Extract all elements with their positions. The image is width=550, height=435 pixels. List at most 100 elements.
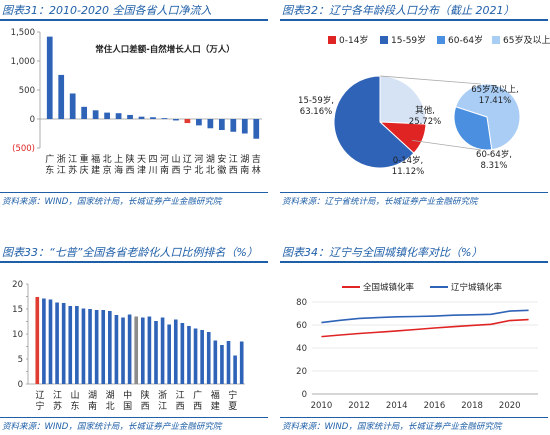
x-tick-label: 夏 xyxy=(228,401,237,412)
chart-title: 图表32：辽宁各年龄段人口分布（截止 2021） xyxy=(282,4,515,17)
x-tick-label: 南 xyxy=(160,164,169,176)
pie-slice-60-64 xyxy=(453,106,493,151)
x-tick-label: 安 xyxy=(217,153,226,165)
bar xyxy=(253,119,260,139)
bar xyxy=(114,315,119,384)
y-tick-label: 60 xyxy=(296,321,307,331)
chart-inner-title: 常住人口差额-自然增长人口（万人） xyxy=(95,44,235,55)
data-label-other: 其他, xyxy=(415,105,435,116)
data-label-60-64: 8.31% xyxy=(480,161,507,171)
bar xyxy=(55,302,59,384)
y-tick-label: 1,000 xyxy=(11,57,35,67)
legend-label: 60-64岁 xyxy=(448,34,483,46)
y-tick-label: 0 xyxy=(30,115,35,125)
x-tick-label: 2020 xyxy=(499,401,521,411)
bar xyxy=(94,310,99,384)
x-tick-label: 湖 xyxy=(88,390,97,401)
x-tick-label: 江 xyxy=(229,154,238,165)
panel-urbanization: 图表34：辽宁与全国城镇化率对比（%） 0 20 40 60 80 2010 2012 201… xyxy=(280,242,550,435)
x-tick-label: 山 xyxy=(71,390,80,401)
bar xyxy=(81,106,88,119)
bar xyxy=(167,324,171,384)
source-rule xyxy=(0,192,268,193)
x-tick-label: 东 xyxy=(45,164,54,176)
bar xyxy=(160,317,165,384)
bar xyxy=(184,119,191,124)
bar xyxy=(127,114,133,119)
bar xyxy=(134,316,139,384)
x-tick-label: 湖 xyxy=(106,390,115,401)
panel-net-inflow: 图表31：2010-2020 全国各省人口净流入 (500) 0 500 1,000 1… xyxy=(0,0,270,210)
bar xyxy=(69,93,76,119)
x-tick-label: 津 xyxy=(137,165,146,176)
y-tick-label: 20 xyxy=(12,280,23,290)
bar xyxy=(196,119,202,126)
data-label-15-59: 63.16% xyxy=(300,107,332,117)
data-label-65-plus: 65岁及以上, xyxy=(471,84,519,95)
x-tick-label: 南 xyxy=(240,164,249,176)
bar xyxy=(88,309,92,384)
bar xyxy=(108,311,112,384)
bar xyxy=(68,306,73,384)
series-line xyxy=(321,309,529,324)
bar xyxy=(104,112,110,119)
x-tick-label: 江 xyxy=(53,390,62,401)
x-tick-label: 广 xyxy=(45,153,54,165)
x-tick-label: 2010 xyxy=(311,401,333,411)
bar xyxy=(150,117,156,119)
legend-label: 15-59岁 xyxy=(391,34,426,46)
bar xyxy=(207,119,214,129)
x-tick-label: 西 xyxy=(176,401,185,412)
x-tick-label: 2018 xyxy=(461,401,483,411)
bar xyxy=(46,36,53,119)
x-tick-label: 上 xyxy=(114,154,123,165)
bar xyxy=(233,355,237,384)
y-tick-label: 15 xyxy=(12,305,23,315)
x-tick-label: 北 xyxy=(103,154,112,165)
x-tick-label: 陕 xyxy=(141,389,150,401)
x-tick-label: 江 xyxy=(57,165,66,176)
data-label-15-59: 15-59岁, xyxy=(298,95,334,106)
source-note: 资料来源：辽宁省统计局，长城证券产业金融研究院 xyxy=(282,197,478,207)
x-tick-label: 陕 xyxy=(126,153,135,165)
x-tick-label: 宁 xyxy=(35,400,44,412)
x-tick-label: 川 xyxy=(148,166,157,176)
title-rule xyxy=(0,19,268,21)
x-tick-label: 南 xyxy=(88,400,97,412)
data-label-0-14: 0-14岁, xyxy=(393,155,424,166)
title-rule xyxy=(0,261,268,263)
connector-line xyxy=(379,75,482,85)
bar xyxy=(180,323,185,384)
chart-title: 图表34：辽宁与全国城镇化率对比（%） xyxy=(282,246,483,259)
legend-swatch xyxy=(328,36,336,44)
y-tick-label: 0 xyxy=(18,380,23,390)
x-tick-label: 建 xyxy=(211,400,220,412)
source-note: 资料来源：WIND，国家统计局，长城证券产业金融研究院 xyxy=(2,422,222,432)
x-tick-label: 天 xyxy=(137,155,146,165)
x-tick-label: 西 xyxy=(141,401,150,412)
x-tick-label: 广 xyxy=(193,389,202,401)
bar xyxy=(193,328,198,384)
x-tick-label: 河 xyxy=(160,153,169,165)
legend-swatch xyxy=(492,36,500,44)
source-note: 资料来源：WIND，国家统计局，长城证券产业金融研究院 xyxy=(282,422,502,432)
y-tick-label: 500 xyxy=(19,86,35,96)
x-tick-label: 国 xyxy=(123,401,132,412)
source-rule xyxy=(280,192,548,193)
x-tick-label: 北 xyxy=(194,165,203,176)
x-tick-label: 江 xyxy=(176,390,185,401)
x-tick-label: 湖 xyxy=(206,154,215,165)
bar xyxy=(161,118,168,119)
bar xyxy=(101,310,106,384)
x-tick-label: 西 xyxy=(193,401,202,412)
title-rule xyxy=(280,261,548,263)
pie-slice-65-plus xyxy=(454,83,521,151)
bar xyxy=(206,332,211,384)
y-tick-label: (500) xyxy=(12,144,35,154)
urbanization-line-chart: 0 20 40 60 80 2010 2012 2014 2016 2018 2020 全国城镇化率 辽… xyxy=(296,282,538,411)
bar xyxy=(173,119,179,121)
legend-label: 辽宁城镇化率 xyxy=(451,282,503,293)
bar xyxy=(48,299,53,384)
x-tick-label: 京 xyxy=(103,164,112,176)
